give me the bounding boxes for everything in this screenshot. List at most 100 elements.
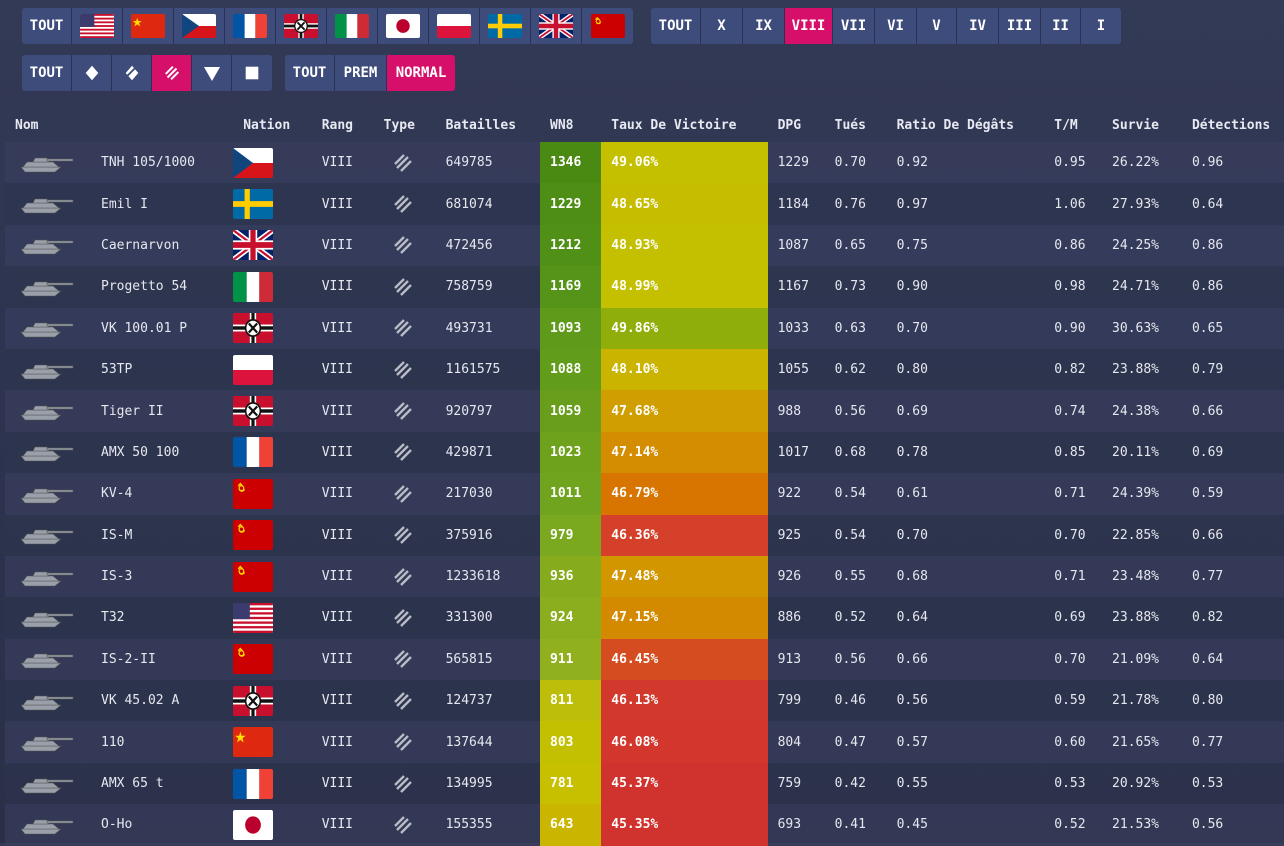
- table-row[interactable]: VK 45.02 A VIII 124737 811 46.13% 799 0.46 0.56…: [5, 680, 1284, 722]
- kd-cell: 0.82: [1044, 348, 1103, 391]
- type-cell: [373, 514, 436, 556]
- damage-ratio-cell: 0.70: [886, 514, 1045, 556]
- table-row[interactable]: 110 VIII 137644 803 46.08% 804 0.47 0.57 0.60 21.…: [5, 721, 1284, 763]
- class-button-heavy-tank[interactable]: [152, 55, 192, 91]
- col-kills-header[interactable]: Tués: [834, 117, 866, 133]
- col-dpg-header[interactable]: DPG: [777, 117, 802, 133]
- kills-cell: 0.68: [824, 431, 887, 474]
- tank-name: AMX 65 t: [101, 776, 164, 792]
- table-row[interactable]: Caernarvon VIII 472456 1212 48.93% 1087 0.65 0.…: [5, 224, 1284, 267]
- spots-cell: 0.66: [1181, 390, 1284, 432]
- tier-button-v[interactable]: V: [917, 8, 957, 44]
- nation-button-china[interactable]: [123, 8, 174, 44]
- tier-button-ix[interactable]: IX: [743, 8, 785, 44]
- kills-cell: 0.65: [824, 224, 887, 267]
- type-button-tout[interactable]: TOUT: [285, 55, 335, 91]
- tier-button-x[interactable]: X: [701, 8, 743, 44]
- table-row[interactable]: VK 100.01 P VIII 493731 1093 49.86% 1033 0.63 0…: [5, 307, 1284, 349]
- survival-cell: 23.48%: [1102, 555, 1182, 598]
- spg-icon: [243, 64, 261, 82]
- table-row[interactable]: Emil I VIII 681074 1229 48.65% 1184 0.76 0.97 1.…: [5, 183, 1284, 225]
- table-row[interactable]: IS-3 VIII 1233618 936 47.48% 926 0.55 0.68 0.71 2…: [5, 555, 1284, 598]
- table-row[interactable]: IS-2-II VIII 565815 911 46.45% 913 0.56 0.66 0.7…: [5, 638, 1284, 681]
- col-nation-header[interactable]: Nation: [243, 117, 291, 133]
- kd-cell: 0.52: [1044, 804, 1103, 846]
- table-row[interactable]: Progetto 54 VIII 758759 1169 48.99% 1167 0.73 0…: [5, 266, 1284, 308]
- nation-button-italy[interactable]: [327, 8, 378, 44]
- table-row[interactable]: KV-4 VIII 217030 1011 46.79% 922 0.54 0.61 0.71 2…: [5, 473, 1284, 515]
- nation-button-japan[interactable]: [378, 8, 429, 44]
- nation-button-germany[interactable]: [276, 8, 327, 44]
- table-row[interactable]: 53TP VIII 1161575 1088 48.10% 1055 0.62 0.80 0.8…: [5, 348, 1284, 391]
- type-cell: [373, 266, 436, 308]
- germany-flag-icon: [284, 14, 318, 38]
- heavy-tank-icon: [384, 317, 436, 339]
- class-button-spg[interactable]: [232, 55, 272, 91]
- nation-button-czech[interactable]: [174, 8, 225, 44]
- nation-button-usa[interactable]: [72, 8, 123, 44]
- tier-button-iii[interactable]: III: [999, 8, 1041, 44]
- heavy-tank-icon: [384, 193, 436, 215]
- survival-cell: 20.11%: [1102, 431, 1182, 474]
- damage-ratio-cell: 0.80: [886, 348, 1045, 391]
- heavy-tank-icon: [384, 690, 436, 712]
- wn8-cell: 643: [540, 804, 602, 846]
- table-row[interactable]: AMX 50 100 VIII 429871 1023 47.14% 1017 0.68 0.…: [5, 431, 1284, 474]
- survival-cell: 26.22%: [1102, 142, 1182, 184]
- tier-button-vii[interactable]: VII: [833, 8, 875, 44]
- col-spots-header[interactable]: Détections: [1191, 117, 1271, 133]
- col-wn8-header[interactable]: WN8: [550, 117, 574, 133]
- tank-name: TNH 105/1000: [101, 155, 195, 171]
- table-row[interactable]: Tiger II VIII 920797 1059 47.68% 988 0.56 0.69 0…: [5, 390, 1284, 432]
- table-row[interactable]: IS-M VIII 375916 979 46.36% 925 0.54 0.70 0.70 22…: [5, 514, 1284, 556]
- nation-button-sweden[interactable]: [480, 8, 531, 44]
- tier-cell: VIII: [311, 431, 374, 474]
- tier-button-ii[interactable]: II: [1041, 8, 1081, 44]
- type-button-normal[interactable]: NORMAL: [387, 55, 455, 91]
- tier-button-iv[interactable]: IV: [957, 8, 999, 44]
- survival-cell: 23.88%: [1102, 348, 1182, 391]
- type-cell: [373, 804, 436, 846]
- col-battles-header[interactable]: Batailles: [445, 117, 517, 133]
- table-row[interactable]: TNH 105/1000 VIII 649785 1346 49.06% 1229 0.70…: [5, 142, 1284, 184]
- tier-button-i[interactable]: I: [1081, 8, 1121, 44]
- battles-cell: 758759: [435, 266, 541, 308]
- col-tier-header[interactable]: Rang: [321, 117, 354, 133]
- class-button-td[interactable]: [192, 55, 232, 91]
- col-kd-header[interactable]: T/M: [1054, 117, 1078, 133]
- class-button-light-tank[interactable]: [72, 55, 112, 91]
- spots-cell: 0.86: [1181, 266, 1284, 308]
- nation-button-poland[interactable]: [429, 8, 480, 44]
- class-all-button[interactable]: TOUT: [22, 55, 72, 91]
- spots-cell: 0.82: [1181, 597, 1284, 639]
- name-cell: Progetto 54: [5, 266, 234, 308]
- survival-cell: 21.78%: [1102, 680, 1182, 722]
- col-type-header[interactable]: Type: [383, 117, 415, 133]
- battles-cell: 331300: [435, 597, 541, 639]
- tier-button-vi[interactable]: VI: [875, 8, 917, 44]
- winrate-cell: 49.06%: [601, 142, 768, 184]
- table-row[interactable]: O-Ho VIII 155355 643 45.35% 693 0.41 0.45 0.52 21…: [5, 804, 1284, 846]
- col-winrate-header[interactable]: Taux De Victoire: [611, 117, 737, 133]
- nation-all-button[interactable]: TOUT: [22, 8, 72, 44]
- nation-button-uk[interactable]: [531, 8, 582, 44]
- tier-cell: VIII: [311, 348, 374, 391]
- tier-button-tout[interactable]: TOUT: [651, 8, 701, 44]
- dpg-cell: 1055: [767, 348, 825, 391]
- col-survival-header[interactable]: Survie: [1112, 117, 1160, 133]
- tank-name: IS-3: [101, 569, 133, 585]
- class-button-medium-tank[interactable]: [112, 55, 152, 91]
- tank-icon: [15, 399, 75, 423]
- col-damage-ratio-header[interactable]: Ratio De Dégâts: [896, 117, 1014, 133]
- nation-buttons: [72, 8, 633, 44]
- table-row[interactable]: T32 VIII 331300 924 47.15% 886 0.52 0.64 0.69 23.…: [5, 597, 1284, 639]
- nation-button-france[interactable]: [225, 8, 276, 44]
- survival-cell: 21.65%: [1102, 721, 1182, 763]
- tier-cell: VIII: [311, 514, 374, 556]
- col-name-header[interactable]: Nom: [15, 117, 39, 133]
- table-row[interactable]: AMX 65 t VIII 134995 781 45.37% 759 0.42 0.55 0.…: [5, 762, 1284, 805]
- battles-cell: 137644: [435, 721, 541, 763]
- tier-button-viii[interactable]: VIII: [785, 8, 833, 44]
- nation-button-ussr[interactable]: [582, 8, 633, 44]
- type-button-prem[interactable]: PREM: [335, 55, 387, 91]
